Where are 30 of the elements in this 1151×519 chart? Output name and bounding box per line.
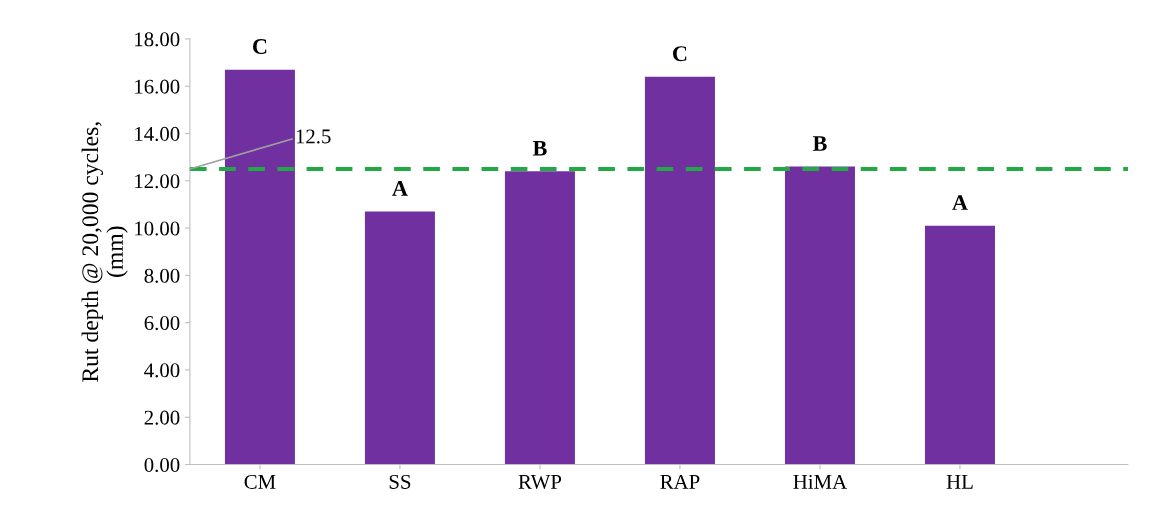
bar — [644, 76, 715, 465]
y-tick-label: 14.00 — [135, 126, 180, 142]
y-tick-label: 4.00 — [144, 363, 180, 378]
annotation: A — [952, 195, 968, 210]
x-tick-label: RAP — [660, 474, 700, 489]
annotation: C — [673, 46, 687, 62]
bar — [924, 225, 995, 465]
y-tick-label: 6.00 — [144, 316, 180, 331]
annotation: C — [252, 39, 267, 55]
y-tick-label: 10.00 — [135, 221, 180, 236]
x-tick-label: CM — [244, 474, 276, 489]
x-tick-label: HL — [946, 475, 973, 489]
x-tick-label: SS — [389, 474, 411, 489]
y-tick-label: 18.00 — [135, 32, 180, 47]
annotation: B — [812, 136, 827, 151]
bar — [224, 69, 295, 465]
bar — [784, 166, 855, 465]
y-tick-label: 12.00 — [135, 174, 180, 189]
annotation: A — [392, 181, 408, 196]
ref-line-label: 12.5 — [296, 129, 331, 144]
annotation: B — [532, 140, 547, 156]
x-tick-label: HiMA — [793, 474, 848, 489]
y-tick-label: 16.00 — [135, 79, 180, 94]
x-tick-label: RWP — [518, 475, 562, 489]
y-tick-label: 8.00 — [144, 268, 180, 283]
bar — [504, 171, 575, 465]
y-tick-label: 0.00 — [144, 457, 180, 473]
y-tick-label: 2.00 — [144, 410, 180, 425]
y-axis-title: Rut depth @ 20,000 cycles, (mm) — [81, 122, 128, 382]
bar — [364, 211, 435, 465]
